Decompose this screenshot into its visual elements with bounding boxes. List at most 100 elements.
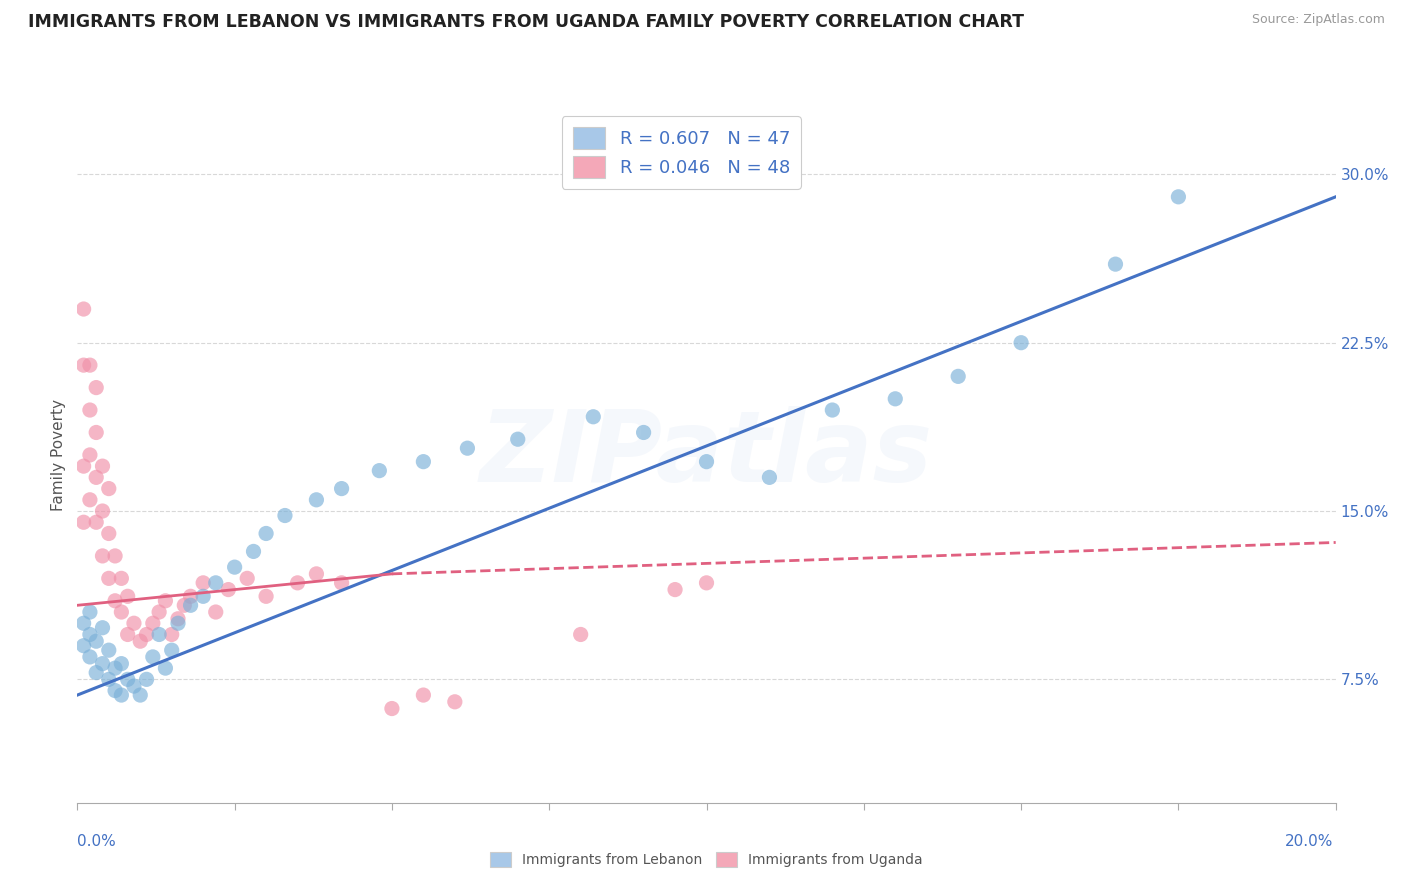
- Point: [72, 639, 94, 653]
- Point: [160, 627, 183, 641]
- Point: [91, 657, 114, 671]
- Point: [191, 575, 215, 590]
- Y-axis label: Family Poverty: Family Poverty: [51, 399, 66, 511]
- Point: [444, 695, 467, 709]
- Point: [117, 673, 139, 687]
- Point: [72, 515, 94, 529]
- Point: [173, 599, 195, 613]
- Point: [129, 688, 152, 702]
- Point: [758, 470, 780, 484]
- Point: [79, 605, 101, 619]
- Point: [135, 673, 157, 687]
- Point: [274, 508, 297, 523]
- Point: [122, 616, 145, 631]
- Point: [84, 470, 107, 484]
- Point: [242, 544, 264, 558]
- Point: [696, 575, 718, 590]
- Point: [84, 634, 107, 648]
- Point: [1104, 257, 1126, 271]
- Point: [117, 627, 139, 641]
- Point: [368, 464, 391, 478]
- Point: [167, 612, 190, 626]
- Text: ZIPatlas: ZIPatlas: [479, 407, 934, 503]
- Point: [381, 701, 404, 715]
- Point: [412, 688, 434, 702]
- Point: [582, 409, 605, 424]
- Point: [72, 301, 94, 316]
- Point: [664, 582, 686, 597]
- Point: [254, 590, 277, 604]
- Point: [79, 448, 101, 462]
- Point: [110, 605, 132, 619]
- Point: [305, 492, 328, 507]
- Point: [148, 605, 170, 619]
- Point: [948, 369, 970, 384]
- Point: [148, 627, 170, 641]
- Point: [97, 526, 120, 541]
- Point: [129, 634, 152, 648]
- Point: [104, 549, 127, 563]
- Point: [97, 482, 120, 496]
- Point: [72, 616, 94, 631]
- Point: [84, 515, 107, 529]
- Point: [91, 459, 114, 474]
- Point: [79, 358, 101, 372]
- Point: [330, 575, 353, 590]
- Point: [330, 482, 353, 496]
- Point: [84, 381, 107, 395]
- Point: [142, 616, 165, 631]
- Point: [569, 627, 592, 641]
- Point: [142, 649, 165, 664]
- Point: [104, 594, 127, 608]
- Text: IMMIGRANTS FROM LEBANON VS IMMIGRANTS FROM UGANDA FAMILY POVERTY CORRELATION CHA: IMMIGRANTS FROM LEBANON VS IMMIGRANTS FR…: [28, 13, 1024, 31]
- Point: [104, 661, 127, 675]
- Point: [79, 649, 101, 664]
- Point: [91, 504, 114, 518]
- Text: 0.0%: 0.0%: [77, 834, 117, 849]
- Point: [155, 594, 177, 608]
- Point: [79, 627, 101, 641]
- Point: [1167, 190, 1189, 204]
- Point: [696, 455, 718, 469]
- Point: [97, 571, 120, 585]
- Point: [633, 425, 655, 440]
- Point: [97, 643, 120, 657]
- Point: [884, 392, 907, 406]
- Point: [236, 571, 259, 585]
- Point: [167, 616, 190, 631]
- Point: [180, 590, 202, 604]
- Point: [160, 643, 183, 657]
- Point: [217, 582, 239, 597]
- Point: [91, 549, 114, 563]
- Point: [97, 673, 120, 687]
- Point: [287, 575, 309, 590]
- Point: [122, 679, 145, 693]
- Point: [79, 403, 101, 417]
- Point: [79, 492, 101, 507]
- Point: [110, 688, 132, 702]
- Point: [72, 358, 94, 372]
- Point: [204, 575, 226, 590]
- Text: 20.0%: 20.0%: [1285, 834, 1333, 849]
- Point: [135, 627, 157, 641]
- Point: [91, 621, 114, 635]
- Point: [72, 459, 94, 474]
- Point: [84, 425, 107, 440]
- Point: [456, 441, 478, 455]
- Point: [104, 683, 127, 698]
- Point: [254, 526, 277, 541]
- Point: [117, 590, 139, 604]
- Point: [224, 560, 246, 574]
- Point: [180, 599, 202, 613]
- Legend: Immigrants from Lebanon, Immigrants from Uganda: Immigrants from Lebanon, Immigrants from…: [485, 846, 928, 872]
- Point: [412, 455, 434, 469]
- Point: [204, 605, 226, 619]
- Point: [155, 661, 177, 675]
- Point: [506, 432, 529, 446]
- Point: [191, 590, 215, 604]
- Text: Source: ZipAtlas.com: Source: ZipAtlas.com: [1251, 13, 1385, 27]
- Point: [84, 665, 107, 680]
- Point: [821, 403, 844, 417]
- Point: [110, 571, 132, 585]
- Point: [305, 566, 328, 581]
